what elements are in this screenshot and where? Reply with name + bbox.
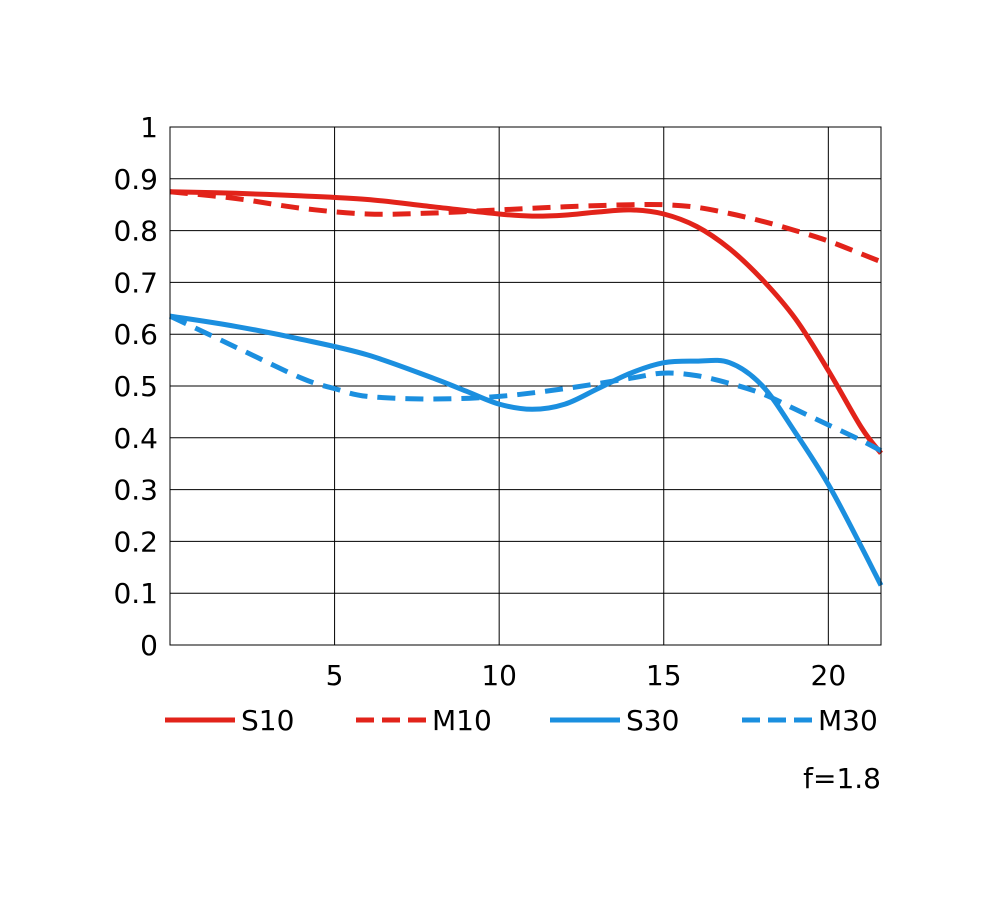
series-line-m10	[169, 189, 882, 265]
series-line-m30	[168, 313, 883, 453]
x-tick-label: 20	[811, 659, 847, 692]
y-tick-label: 1	[140, 111, 158, 144]
series-lines	[168, 189, 884, 587]
y-tick-label: 0.2	[113, 525, 158, 558]
legend-label-m10: M10	[432, 704, 492, 737]
y-tick-label: 0.4	[113, 422, 158, 455]
legend: S10 M10 S30 M30	[165, 704, 878, 737]
y-tick-label: 0.1	[113, 577, 158, 610]
y-axis-ticks: 0 0.1 0.2 0.3 0.4 0.5 0.6 0.7 0.8 0.9 1	[113, 111, 158, 662]
grid	[170, 127, 881, 645]
plot-frame	[169, 126, 882, 646]
y-tick-label: 0.9	[113, 163, 158, 196]
series-line-s10	[169, 189, 883, 455]
y-tick-label: 0.6	[113, 318, 158, 351]
series-line-s30	[169, 313, 884, 587]
legend-label-s30: S30	[626, 704, 679, 737]
y-tick-label: 0.5	[113, 370, 158, 403]
legend-label-m30: M30	[818, 704, 878, 737]
y-tick-label: 0	[140, 629, 158, 662]
legend-label-s10: S10	[241, 704, 294, 737]
y-tick-label: 0.7	[113, 266, 158, 299]
y-tick-label: 0.3	[113, 474, 158, 507]
x-tick-label: 10	[481, 659, 517, 692]
x-axis-ticks: 5 10 15 20	[326, 659, 846, 692]
x-tick-label: 15	[646, 659, 682, 692]
x-tick-label: 5	[326, 659, 344, 692]
aperture-note: f=1.8	[803, 762, 881, 795]
y-tick-label: 0.8	[113, 215, 158, 248]
